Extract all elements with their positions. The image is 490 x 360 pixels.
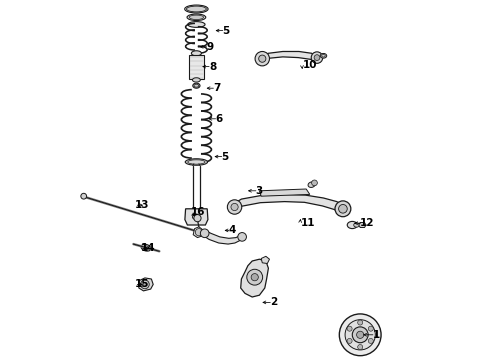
Circle shape bbox=[259, 55, 266, 62]
Circle shape bbox=[339, 204, 347, 213]
Polygon shape bbox=[139, 278, 153, 291]
Text: 9: 9 bbox=[206, 42, 214, 52]
Polygon shape bbox=[204, 230, 242, 244]
Ellipse shape bbox=[192, 51, 201, 56]
Polygon shape bbox=[259, 189, 310, 196]
Ellipse shape bbox=[187, 14, 206, 21]
Circle shape bbox=[368, 326, 373, 331]
Polygon shape bbox=[241, 259, 269, 297]
Ellipse shape bbox=[189, 15, 204, 19]
Circle shape bbox=[352, 327, 368, 343]
Circle shape bbox=[358, 320, 363, 325]
Ellipse shape bbox=[347, 221, 357, 229]
Polygon shape bbox=[189, 55, 204, 79]
Ellipse shape bbox=[188, 22, 205, 27]
Text: 4: 4 bbox=[229, 225, 236, 235]
Text: 11: 11 bbox=[301, 218, 315, 228]
Text: 2: 2 bbox=[270, 297, 277, 307]
Circle shape bbox=[81, 193, 87, 199]
Circle shape bbox=[238, 233, 246, 241]
Circle shape bbox=[247, 269, 263, 285]
Text: 5: 5 bbox=[222, 26, 230, 36]
Text: 3: 3 bbox=[256, 186, 263, 196]
Ellipse shape bbox=[193, 215, 200, 220]
Ellipse shape bbox=[185, 159, 208, 165]
Ellipse shape bbox=[185, 5, 208, 13]
Polygon shape bbox=[234, 194, 344, 213]
Circle shape bbox=[358, 345, 363, 350]
Text: 15: 15 bbox=[135, 279, 150, 289]
Text: 14: 14 bbox=[141, 243, 155, 253]
Text: 12: 12 bbox=[360, 218, 375, 228]
Ellipse shape bbox=[141, 244, 151, 251]
Text: 10: 10 bbox=[303, 60, 317, 70]
Text: 5: 5 bbox=[221, 152, 229, 162]
Circle shape bbox=[347, 338, 352, 343]
Circle shape bbox=[194, 215, 201, 222]
Circle shape bbox=[231, 203, 238, 211]
Circle shape bbox=[311, 52, 323, 63]
Ellipse shape bbox=[187, 6, 206, 12]
Ellipse shape bbox=[354, 223, 360, 227]
Circle shape bbox=[251, 274, 258, 281]
Circle shape bbox=[345, 320, 375, 350]
Circle shape bbox=[255, 51, 270, 66]
Circle shape bbox=[141, 280, 149, 289]
Text: 1: 1 bbox=[373, 330, 380, 340]
Circle shape bbox=[368, 338, 373, 343]
Text: 16: 16 bbox=[191, 207, 205, 217]
Circle shape bbox=[200, 229, 209, 238]
Circle shape bbox=[347, 326, 352, 331]
Circle shape bbox=[143, 283, 147, 286]
Polygon shape bbox=[261, 256, 270, 264]
Circle shape bbox=[335, 201, 351, 217]
Circle shape bbox=[196, 229, 202, 236]
Text: 6: 6 bbox=[216, 114, 223, 124]
Circle shape bbox=[227, 200, 242, 214]
Ellipse shape bbox=[308, 182, 315, 188]
Ellipse shape bbox=[193, 83, 200, 88]
Polygon shape bbox=[185, 209, 208, 225]
Polygon shape bbox=[261, 51, 317, 62]
Ellipse shape bbox=[193, 78, 200, 82]
Text: 8: 8 bbox=[209, 62, 216, 72]
Circle shape bbox=[357, 331, 364, 338]
Polygon shape bbox=[359, 222, 366, 228]
Polygon shape bbox=[193, 227, 204, 238]
Ellipse shape bbox=[320, 54, 327, 58]
Circle shape bbox=[314, 55, 320, 60]
Text: 7: 7 bbox=[213, 83, 220, 93]
Circle shape bbox=[312, 180, 318, 186]
Text: 13: 13 bbox=[135, 200, 150, 210]
Circle shape bbox=[339, 314, 381, 356]
Ellipse shape bbox=[144, 246, 148, 249]
